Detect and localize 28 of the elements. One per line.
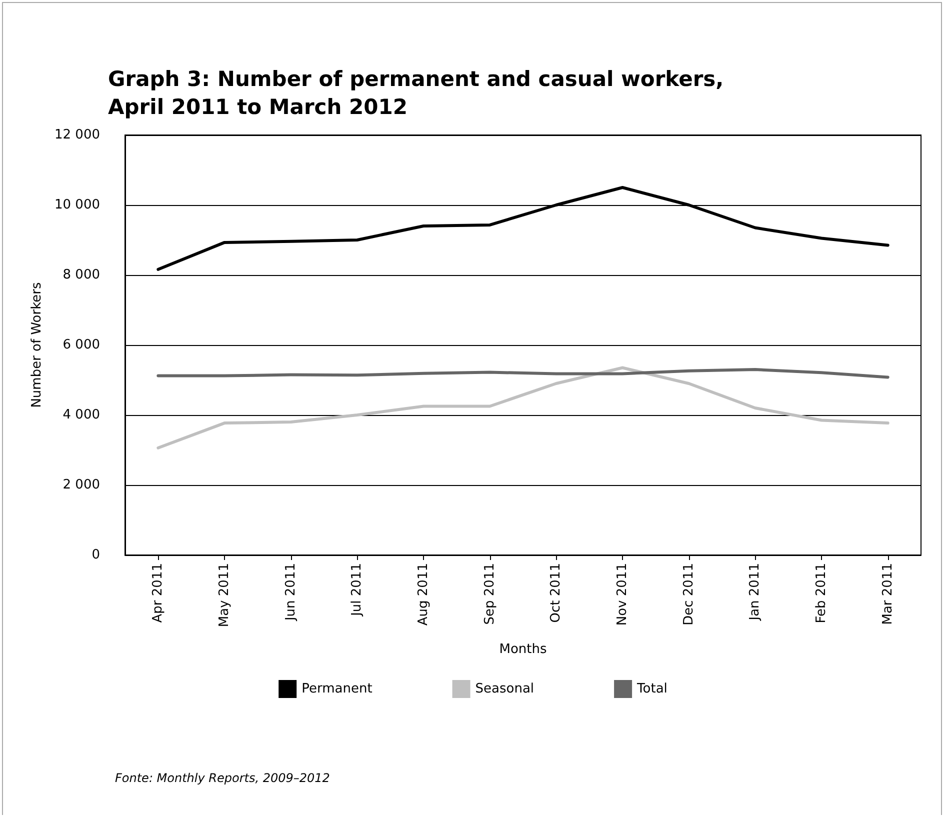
x-tick-label: Jul 2011 bbox=[350, 563, 365, 617]
x-axis-title: Months bbox=[499, 642, 547, 657]
y-tick-label: 0 bbox=[92, 548, 100, 562]
y-tick-label: 8 000 bbox=[62, 268, 100, 282]
x-tick-label: Jun 2011 bbox=[283, 563, 298, 622]
legend-label: Permanent bbox=[302, 682, 372, 696]
legend-label: Total bbox=[636, 682, 668, 696]
x-tick-label: Apr 2011 bbox=[150, 563, 166, 623]
x-tick-label: Oct 2011 bbox=[548, 563, 564, 623]
y-tick-label: 6 000 bbox=[62, 338, 100, 352]
y-tick-label: 4 000 bbox=[62, 408, 100, 422]
legend-label: Seasonal bbox=[475, 682, 534, 696]
line-series bbox=[156, 366, 890, 450]
source-note: Fonte: Monthly Reports, 2009–2012 bbox=[115, 771, 330, 785]
x-tick-label: Dec 2011 bbox=[681, 563, 696, 626]
x-tick-label: Sep 2011 bbox=[482, 563, 498, 625]
x-tick-label: Mar 2011 bbox=[880, 563, 896, 625]
x-tick-label: Aug 2011 bbox=[416, 563, 431, 626]
y-tick-label: 12 000 bbox=[54, 128, 100, 142]
y-tick-label: 10 000 bbox=[54, 198, 100, 212]
x-tick-label: May 2011 bbox=[217, 563, 232, 628]
line-series bbox=[156, 368, 890, 379]
chart-title: Graph 3: Number of permanent and casual workers, April 2011 to March 2012 bbox=[108, 66, 724, 121]
y-tick-label: 2 000 bbox=[62, 478, 100, 492]
y-axis-title: Number of Workers bbox=[30, 282, 45, 408]
x-tick-label: Jan 2011 bbox=[748, 563, 763, 622]
x-tick-label: Feb 2011 bbox=[814, 563, 829, 624]
x-tick-label: Nov 2011 bbox=[615, 563, 630, 626]
